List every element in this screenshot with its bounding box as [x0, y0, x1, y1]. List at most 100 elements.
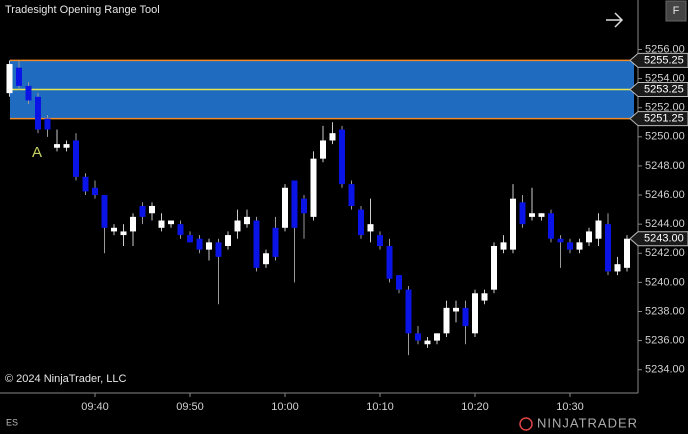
- y-tick-label: 5252.00: [645, 102, 685, 114]
- y-tick-label: 5256.00: [645, 43, 685, 55]
- candle: [244, 209, 250, 228]
- candle: [310, 151, 317, 221]
- price-marker-label: 5251.25: [644, 113, 684, 125]
- candle-body: [595, 220, 602, 239]
- candle: [263, 249, 269, 268]
- candle: [415, 326, 421, 345]
- candle-body: [310, 158, 317, 217]
- candle-body: [377, 235, 383, 246]
- candle-body: [196, 238, 203, 250]
- candle: [576, 238, 583, 254]
- candle: [63, 140, 70, 152]
- candle-body: [434, 333, 440, 341]
- candle-body: [272, 227, 279, 257]
- candle-body: [405, 289, 412, 334]
- candle: [272, 216, 279, 261]
- candle: [35, 93, 41, 134]
- candle-body: [396, 275, 402, 290]
- candle: [348, 180, 355, 210]
- candle-body: [177, 224, 184, 236]
- annotation: A: [32, 144, 42, 161]
- candle-body: [282, 187, 288, 228]
- candle-body: [54, 144, 60, 148]
- candle-body: [120, 231, 127, 236]
- candle-body: [567, 242, 573, 250]
- candle-body: [92, 187, 98, 196]
- candle-body: [538, 213, 545, 217]
- candle: [377, 231, 383, 250]
- plot: [6, 59, 634, 356]
- candle-body: [25, 85, 32, 101]
- candle: [44, 114, 51, 137]
- candle: [320, 125, 326, 163]
- button-label[interactable]: F: [673, 5, 680, 17]
- candle-body: [491, 245, 497, 290]
- candle: [101, 195, 108, 254]
- candle: [538, 213, 545, 221]
- price-marker: [629, 111, 688, 127]
- forward-arrow[interactable]: [606, 12, 624, 28]
- candle: [548, 209, 554, 243]
- candle: [215, 238, 222, 305]
- y-tick-label: 5254.00: [645, 73, 685, 85]
- x-tick-label: 09:40: [81, 401, 109, 413]
- candle-body: [605, 224, 611, 272]
- candle: [529, 187, 535, 221]
- candle: [6, 60, 13, 97]
- candle: [462, 300, 469, 345]
- candle-body: [443, 307, 450, 334]
- candle: [481, 289, 488, 305]
- candle-body: [500, 242, 507, 250]
- candle-body: [453, 307, 459, 312]
- candle: [510, 184, 516, 254]
- price-marker-label: 5255.25: [644, 54, 684, 66]
- candle-body: [63, 144, 70, 148]
- candle: [424, 336, 431, 348]
- candle-body: [519, 202, 526, 225]
- candle: [120, 224, 127, 246]
- candle-body: [586, 231, 592, 243]
- window-title: Tradesight Opening Range Tool: [5, 4, 160, 16]
- candle-body: [73, 140, 79, 177]
- candle: [139, 202, 146, 225]
- candle: [595, 213, 602, 246]
- candle-body: [6, 64, 13, 94]
- candle-body: [557, 238, 564, 243]
- x-tick-label: 10:00: [271, 401, 299, 413]
- candle-body: [215, 242, 222, 257]
- candle-body: [510, 198, 516, 250]
- y-tick-label: 5246.00: [645, 189, 685, 201]
- candle: [586, 227, 592, 246]
- candle-body: [415, 333, 421, 341]
- candle: [367, 198, 374, 243]
- candle: [130, 213, 136, 246]
- price-marker: [629, 82, 688, 98]
- candle: [386, 238, 393, 283]
- logo-icon: [519, 417, 533, 431]
- candle: [158, 213, 165, 232]
- candle: [624, 235, 630, 272]
- candle-body: [101, 195, 108, 228]
- instrument: ES: [6, 417, 18, 427]
- candle-body: [386, 245, 393, 279]
- candle: [196, 235, 203, 254]
- candle-body: [576, 242, 583, 250]
- button[interactable]: [665, 0, 687, 22]
- candle: [329, 122, 336, 145]
- candle: [491, 242, 497, 294]
- x-tick-label: 10:20: [461, 401, 489, 413]
- candle: [291, 180, 298, 283]
- candle: [519, 195, 526, 228]
- y-tick-label: 5250.00: [645, 131, 685, 143]
- candle-body: [187, 235, 193, 243]
- candle-body: [263, 253, 269, 265]
- candle-body: [348, 184, 355, 206]
- candle: [92, 180, 98, 199]
- candle-body: [339, 129, 345, 185]
- candle-body: [206, 242, 212, 250]
- price-marker-label: 5253.25: [644, 83, 684, 95]
- candle: [301, 195, 307, 239]
- candle: [472, 289, 478, 337]
- candle: [149, 202, 155, 221]
- candle: [605, 213, 611, 276]
